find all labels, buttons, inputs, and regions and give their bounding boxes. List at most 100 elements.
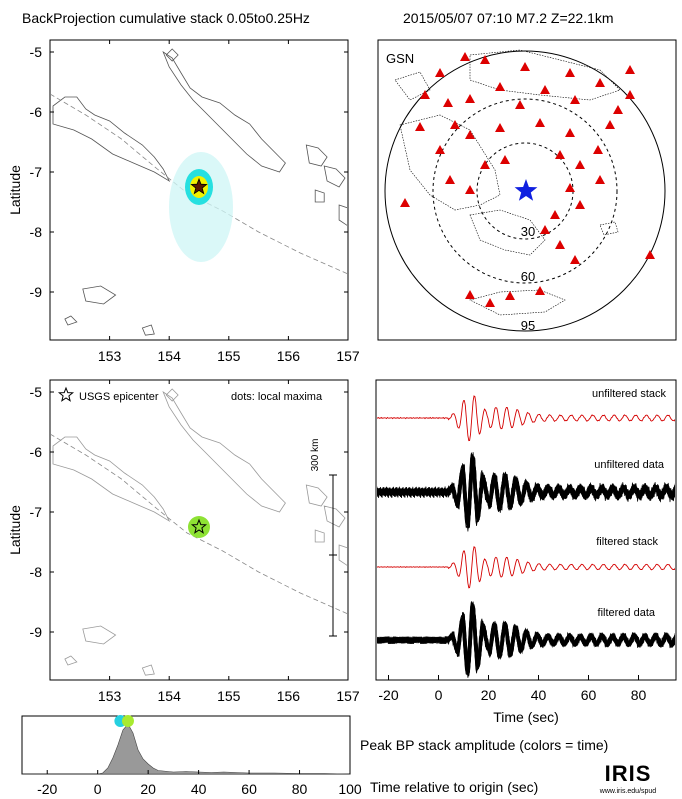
- peak-area: [22, 723, 351, 775]
- peak-maxima-dots: [114, 715, 134, 727]
- iris-logo: IRIS www.iris.edu/spud: [599, 761, 657, 795]
- gsn-stations: [400, 52, 655, 307]
- maxima-map-panel: USGS epicenter dots: local maxima 300 km…: [7, 379, 360, 704]
- station-triangle: [465, 290, 475, 299]
- waveform-traces: [377, 395, 675, 678]
- station-triangle: [595, 78, 605, 87]
- land-outline: [599, 221, 619, 236]
- coastline: [82, 285, 117, 305]
- station-triangle: [613, 105, 623, 114]
- station-triangle: [480, 160, 490, 169]
- maxima-dot: [188, 516, 210, 538]
- series-label-filtered-stack: filtered stack: [596, 536, 658, 548]
- station-triangle: [550, 210, 560, 219]
- maxima-map-ylabel: Latitude: [7, 505, 23, 555]
- left-title: BackProjection cumulative stack 0.05to0.…: [22, 10, 310, 26]
- station-triangle: [400, 198, 410, 207]
- station-triangle: [480, 55, 490, 64]
- xtick-label: 155: [217, 348, 241, 364]
- station-triangle: [540, 85, 550, 94]
- coastline: [323, 505, 346, 528]
- xtick-label: 157: [336, 688, 360, 704]
- unfiltered-data-trace: [377, 463, 675, 518]
- station-triangle: [575, 200, 585, 209]
- xtick-label: 153: [98, 348, 122, 364]
- station-triangle: [540, 225, 550, 234]
- xtick-label: 40: [191, 781, 207, 797]
- xtick-label: 156: [277, 688, 301, 704]
- ytick-label: -7: [30, 164, 43, 180]
- waveform-panel: unfiltered stack unfiltered data filtere…: [375, 379, 677, 725]
- unfiltered-data-trace: [377, 452, 675, 526]
- station-triangle: [555, 240, 565, 249]
- station-triangle: [443, 98, 453, 107]
- station-triangle: [495, 82, 505, 91]
- iris-logo-text: IRIS: [605, 761, 652, 786]
- station-triangle: [565, 183, 575, 192]
- land-outline: [469, 289, 566, 316]
- station-triangle: [575, 160, 585, 169]
- coastline: [52, 436, 171, 523]
- xtick-label: 60: [241, 781, 257, 797]
- station-triangle: [565, 128, 575, 137]
- station-triangle: [570, 95, 580, 104]
- xtick-label: -20: [378, 687, 398, 703]
- station-triangle: [460, 52, 470, 61]
- blob-halo: [169, 152, 233, 262]
- maxima-map-coastlines: [51, 388, 347, 676]
- coastline: [314, 189, 325, 203]
- xtick-label: 154: [158, 348, 182, 364]
- ytick-label: -8: [30, 564, 43, 580]
- coastline: [305, 484, 328, 507]
- xtick-label: -20: [37, 781, 57, 797]
- bp-map-coastlines: [51, 48, 347, 336]
- xtick-label: 154: [158, 688, 182, 704]
- ring-label-30: 30: [521, 224, 535, 239]
- peak-title: Peak BP stack amplitude (colors = time): [360, 737, 608, 753]
- land-outline: [394, 71, 431, 101]
- iris-logo-url: www.iris.edu/spud: [599, 788, 657, 795]
- xtick-label: 100: [338, 781, 362, 797]
- station-triangle: [500, 155, 510, 164]
- land-outline: [469, 209, 546, 256]
- filtered-data-trace: [377, 611, 675, 667]
- gsn-label: GSN: [386, 51, 414, 66]
- coastline: [64, 655, 78, 666]
- ytick-label: -5: [30, 384, 43, 400]
- station-triangle: [535, 286, 545, 295]
- ytick-label: -5: [30, 44, 43, 60]
- station-triangle: [515, 100, 525, 109]
- peak-xlabel: Time relative to origin (sec): [370, 779, 538, 795]
- station-triangle: [520, 62, 530, 71]
- bp-energy-blob: [169, 152, 233, 262]
- coastline: [52, 96, 171, 183]
- xtick-label: 80: [292, 781, 308, 797]
- coastline: [305, 144, 328, 167]
- coastline: [165, 388, 179, 402]
- coastline: [162, 50, 286, 173]
- station-triangle: [535, 118, 545, 127]
- coastline: [338, 204, 347, 226]
- series-label-unfiltered-stack: unfiltered stack: [592, 388, 666, 400]
- xtick-label: 157: [336, 348, 360, 364]
- station-triangle: [420, 90, 430, 99]
- ring-60: [432, 98, 618, 284]
- coastline: [314, 529, 325, 543]
- legend-star-icon: [57, 386, 75, 402]
- gsn-epicenter-star: [514, 179, 538, 201]
- waveform-ticks: -20 0 20 40 60 80: [378, 675, 646, 703]
- station-triangle: [435, 68, 445, 77]
- series-label-filtered-data: filtered data: [598, 607, 656, 619]
- ytick-label: -9: [30, 284, 43, 300]
- ytick-label: -9: [30, 624, 43, 640]
- station-triangle: [593, 145, 603, 154]
- ytick-label: -6: [30, 104, 43, 120]
- station-triangle: [555, 150, 565, 159]
- coastline: [338, 544, 347, 566]
- filtered-stack-trace: [377, 546, 675, 589]
- station-triangle: [445, 175, 455, 184]
- station-triangle: [485, 298, 495, 307]
- station-triangle: [415, 122, 425, 131]
- station-triangle: [595, 175, 605, 184]
